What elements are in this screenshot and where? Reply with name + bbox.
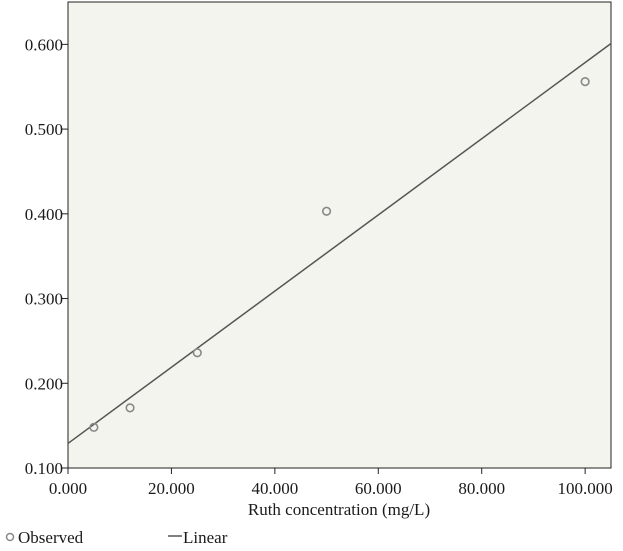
x-axis: 0.000 20.000 40.000 60.000 80.000 100.000: [49, 468, 613, 498]
plot-area: [68, 2, 611, 468]
legend: Observed Linear: [7, 528, 228, 546]
x-tick-label: 80.000: [458, 479, 505, 498]
y-tick-label: 0.400: [25, 205, 63, 224]
legend-observed-label: Observed: [18, 528, 84, 546]
y-tick-label: 0.100: [25, 459, 63, 478]
x-axis-title: Ruth concentration (mg/L): [248, 500, 430, 519]
x-tick-label: 40.000: [251, 479, 298, 498]
x-tick-label: 60.000: [355, 479, 402, 498]
y-tick-label: 0.300: [25, 290, 63, 309]
x-tick-label: 100.000: [558, 479, 613, 498]
legend-linear-label: Linear: [183, 528, 228, 546]
y-tick-label: 0.600: [25, 35, 63, 54]
y-axis: 0.100 0.200 0.300 0.400 0.500 0.600: [25, 35, 68, 478]
x-tick-label: 0.000: [49, 479, 87, 498]
legend-observed-marker: [7, 534, 14, 541]
x-tick-label: 20.000: [148, 479, 195, 498]
y-tick-label: 0.500: [25, 120, 63, 139]
y-tick-label: 0.200: [25, 374, 63, 393]
